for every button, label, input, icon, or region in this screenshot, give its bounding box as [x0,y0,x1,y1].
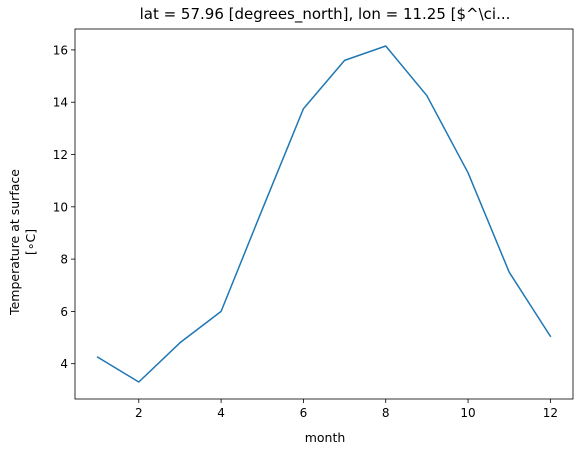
y-axis-label-line2: [∘C] [23,229,38,255]
y-axis-label-line1: Temperature at surface [7,169,22,316]
x-tick-label: 8 [382,406,390,420]
chart-title: lat = 57.96 [degrees_north], lon = 11.25… [140,5,511,24]
plot-frame [74,28,574,400]
x-tick-label: 12 [543,406,558,420]
y-tick-label: 8 [60,253,68,267]
y-tick-label: 16 [53,43,68,57]
y-tick-label: 4 [60,357,68,371]
x-tick-label: 2 [135,406,143,420]
y-tick-label: 12 [53,148,68,162]
x-tick-label: 6 [300,406,308,420]
series-line-0 [96,45,552,383]
y-tick-label: 6 [60,305,68,319]
x-tick-label: 10 [460,406,475,420]
y-tick-label: 10 [53,200,68,214]
y-tick-label: 14 [53,96,68,110]
x-axis-label: month [305,430,346,445]
x-tick-label: 4 [217,406,225,420]
